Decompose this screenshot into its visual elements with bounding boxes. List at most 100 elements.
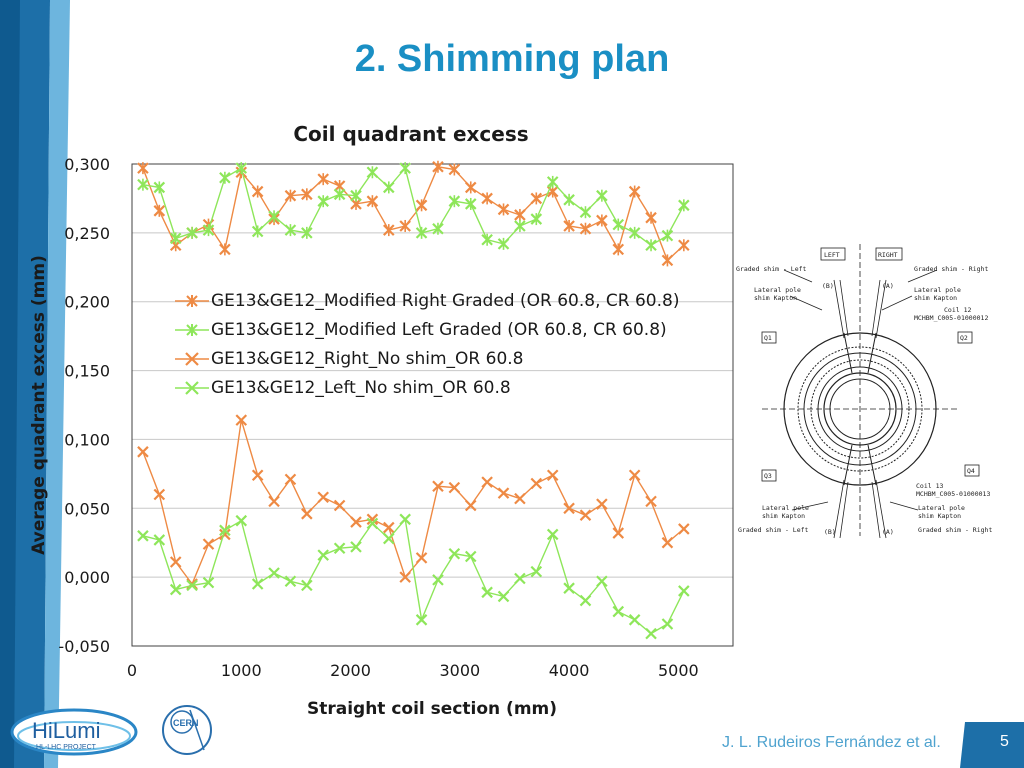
data-point	[628, 469, 641, 482]
y-tick-labels: -0,050 0,000 0,050 0,100 0,150 0,200 0,250 0,30…	[58, 155, 110, 656]
diagram-graded-shim-right-bot: Graded shim - Right	[918, 526, 992, 534]
legend-symbol-green-star	[175, 323, 209, 336]
slide-title: 2. Shimming plan	[354, 38, 670, 80]
left-frame-stripe	[44, 0, 70, 768]
data-point	[481, 476, 493, 488]
q4-box	[964, 464, 980, 477]
data-point	[596, 498, 608, 510]
left-frame-edge	[0, 0, 20, 768]
data-point	[530, 565, 543, 578]
data-point	[678, 585, 690, 597]
data-point	[563, 193, 575, 206]
cern-logo: CERN	[162, 705, 212, 755]
diagram-coil13: Coil 13	[916, 482, 943, 490]
data-point	[251, 469, 264, 482]
y-tick-label: 0,300	[64, 155, 110, 174]
data-point	[612, 527, 625, 539]
data-point	[317, 549, 330, 561]
right-label-box	[875, 247, 903, 261]
data-point	[645, 627, 657, 640]
data-point	[596, 575, 608, 588]
data-point	[366, 517, 379, 530]
data-point	[317, 491, 330, 504]
data-point	[563, 582, 575, 594]
data-point	[497, 590, 510, 603]
q3-box	[761, 469, 777, 482]
hilumi-swoosh-inner	[17, 721, 131, 751]
y-tick-label: 0,100	[64, 430, 110, 449]
diagram-kapton-left-top: shim Kapton	[754, 294, 797, 302]
turn-pattern-outer	[797, 346, 923, 472]
data-point	[251, 578, 264, 590]
data-point	[202, 538, 215, 550]
leader-line	[791, 501, 829, 511]
turn-pattern-inner	[810, 359, 910, 459]
data-point	[137, 162, 149, 175]
plot-area-frame	[131, 163, 734, 647]
cern-logo-ring	[162, 705, 212, 755]
chart-title: Coil quadrant excess	[293, 122, 528, 146]
data-point	[137, 446, 149, 458]
data-point	[366, 195, 379, 208]
diagram-graded-shim-right-top: Graded shim - Right	[914, 265, 988, 273]
diagram-lateral-pole-left-top: Lateral pole	[754, 286, 801, 294]
data-point	[464, 550, 477, 563]
diagram-a-bot: (A)	[882, 528, 894, 536]
x-tick-label: 2000	[330, 661, 371, 680]
y-tick-label: 0,000	[64, 568, 110, 587]
data-point	[415, 226, 428, 239]
data-point	[169, 556, 182, 568]
leader-line	[783, 269, 813, 283]
data-point	[645, 211, 657, 224]
hilumi-text: HiLumi	[32, 718, 100, 743]
data-point	[350, 189, 362, 202]
data-point	[481, 192, 493, 205]
data-point	[399, 513, 411, 526]
data-point	[251, 185, 264, 198]
diagram-graded-shim-left-bot: Graded shim - Left	[738, 526, 809, 534]
data-point	[235, 514, 248, 527]
data-point	[383, 224, 395, 237]
data-point	[219, 171, 231, 184]
data-point	[383, 532, 395, 545]
data-point	[366, 166, 379, 179]
chart-legend: GE13&GE12_Modified Right Graded (OR 60.8…	[175, 286, 679, 402]
data-point	[448, 481, 461, 494]
data-point	[432, 574, 444, 586]
diagram-a-top: (A)	[882, 282, 894, 290]
pole-spacers	[843, 332, 877, 486]
data-point	[284, 575, 297, 588]
data-point	[284, 189, 297, 202]
legend-label: GE13&GE12_Modified Right Graded (OR 60.8…	[211, 290, 680, 311]
leader-line	[907, 269, 938, 283]
data-point	[612, 243, 625, 256]
data-point	[612, 218, 625, 231]
data-point	[645, 495, 657, 508]
x-tick-label: 3000	[439, 661, 480, 680]
data-point	[563, 502, 575, 515]
data-point	[333, 499, 346, 512]
legend-item: GE13&GE12_Right_No shim_OR 60.8	[175, 344, 679, 373]
left-label-box	[820, 247, 846, 261]
data-point	[596, 214, 608, 227]
hilumi-swoosh	[10, 708, 138, 756]
diagram-q1: Q1	[764, 334, 772, 342]
data-point	[579, 206, 592, 219]
data-point	[514, 492, 526, 505]
data-point	[153, 488, 166, 501]
data-point	[333, 188, 346, 201]
page-number: 5	[1000, 733, 1009, 750]
legend-symbol-orange-x	[175, 351, 209, 366]
data-point	[153, 181, 166, 194]
data-point	[219, 524, 231, 537]
data-point	[153, 204, 166, 217]
data-point	[661, 229, 674, 242]
data-point	[137, 530, 149, 542]
data-point	[481, 233, 493, 246]
data-point	[169, 583, 182, 596]
series-0	[137, 160, 690, 267]
data-point	[415, 614, 428, 626]
legend-item: GE13&GE12_Modified Right Graded (OR 60.8…	[175, 286, 679, 315]
data-point	[317, 195, 330, 208]
data-point	[137, 178, 149, 191]
